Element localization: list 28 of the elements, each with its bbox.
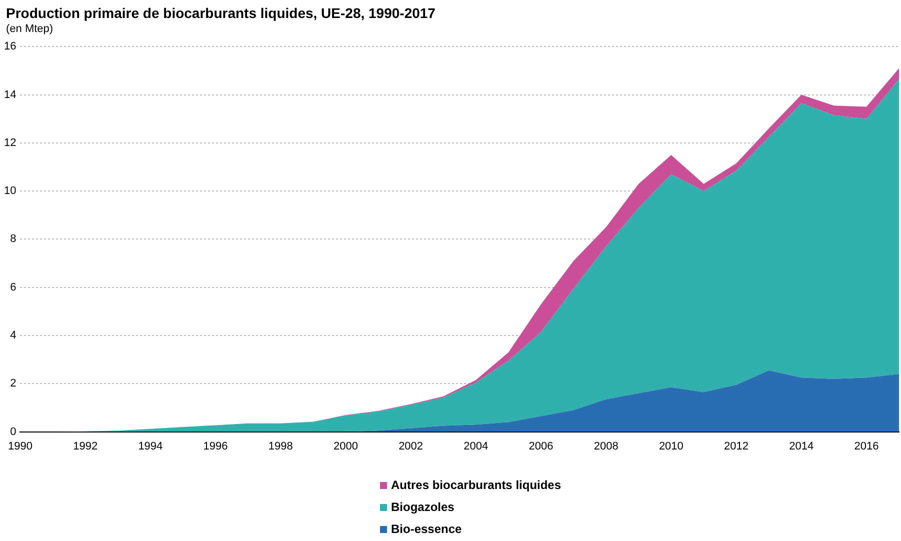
x-tick-label: 1990: [8, 440, 32, 452]
x-tick-label: 2012: [724, 440, 749, 452]
x-tick-label: 2002: [398, 440, 424, 452]
y-tick-label: 16: [4, 40, 16, 53]
x-tick-label: 2016: [854, 440, 879, 452]
x-tick-label: 2008: [594, 440, 618, 452]
x-tick-label: 2000: [333, 440, 358, 452]
legend-label: Bio-essence: [391, 522, 462, 536]
x-tick-label: 2004: [464, 440, 488, 452]
x-tick-label: 1992: [73, 440, 98, 452]
x-tick-label: 1996: [203, 440, 228, 452]
x-tick-label: 2014: [789, 440, 814, 452]
legend-label: Autres biocarburants liquides: [391, 478, 562, 492]
y-tick-label: 4: [10, 330, 16, 342]
chart-title: Production primaire de biocarburants liquides, UE-28, 1990-2017: [6, 5, 436, 21]
y-tick-label: 10: [4, 185, 16, 198]
y-tick-label: 14: [4, 88, 16, 101]
chart-subtitle: (en Mtep): [6, 23, 54, 35]
x-tick-label: 1994: [138, 440, 163, 452]
legend-label: Biogazoles: [391, 500, 454, 514]
y-tick-label: 6: [10, 281, 16, 294]
x-tick-label: 2010: [658, 440, 684, 452]
y-tick-label: 8: [10, 233, 16, 246]
y-tick-label: 0: [10, 426, 16, 438]
y-tick-label: 12: [4, 136, 16, 149]
x-tick-label: 1998: [268, 440, 293, 452]
y-tick-label: 2: [10, 378, 16, 390]
x-tick-label: 2006: [528, 440, 554, 452]
